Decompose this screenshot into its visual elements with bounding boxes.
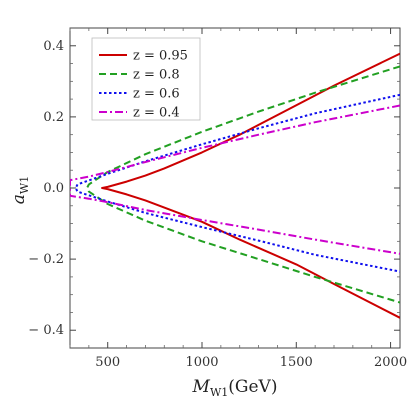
y-tick-label: − 0.4 <box>28 323 64 338</box>
y-axis-label: aW1 <box>9 176 31 204</box>
y-tick-label: 0.0 <box>43 181 64 196</box>
series-lines <box>70 52 400 319</box>
x-axis-label: MW1(GeV) <box>192 377 278 399</box>
legend-box <box>91 37 201 121</box>
series-line-0 <box>101 52 400 319</box>
x-axis-symbol: M <box>192 377 211 397</box>
legend-label: z = 0.4 <box>133 106 180 121</box>
x-tick-label: 1500 <box>280 355 313 370</box>
y-tick-label: 0.2 <box>43 110 64 125</box>
x-axis-unit: (GeV) <box>228 377 277 397</box>
legend-label: z = 0.6 <box>133 87 180 102</box>
series-line-1 <box>86 65 400 304</box>
series-line-3 <box>70 104 400 255</box>
x-tick-label: 2000 <box>374 355 407 370</box>
x-tick-label: 1000 <box>185 355 218 370</box>
y-tick-label: − 0.2 <box>28 252 64 267</box>
series-line-2 <box>74 93 400 273</box>
x-axis-subscript: W1 <box>210 386 228 399</box>
legend-label: z = 0.95 <box>133 49 188 64</box>
legend: z = 0.95 z = 0.8 z = 0.6 z = 0.4 <box>91 37 201 121</box>
y-tick-label: 0.4 <box>43 39 64 54</box>
axis-ticks: 500 1000 1500 2000 − 0.4 − 0.2 0.0 0.2 0.4 <box>28 28 407 370</box>
legend-label: z = 0.8 <box>133 68 180 83</box>
y-axis-subscript: W1 <box>18 176 31 194</box>
y-axis-symbol: a <box>9 194 29 204</box>
x-tick-label: 500 <box>95 355 120 370</box>
